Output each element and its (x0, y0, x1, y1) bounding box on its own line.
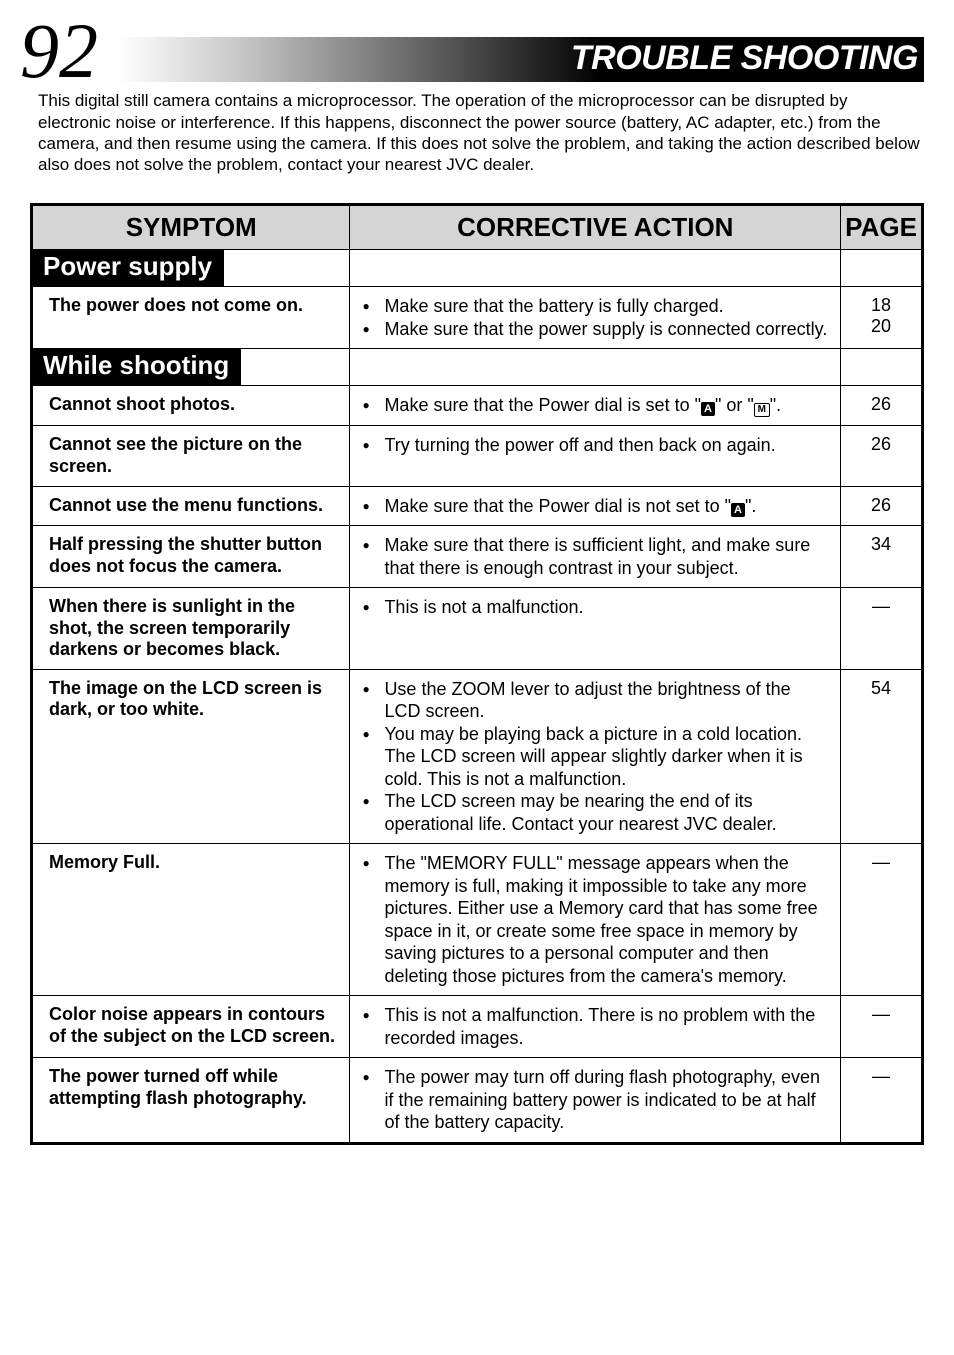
intro-paragraph: This digital still camera contains a mic… (38, 90, 924, 175)
manual-page: 92 TROUBLE SHOOTING This digital still c… (0, 0, 954, 1185)
action-cell: The "MEMORY FULL" message appears when t… (350, 844, 841, 996)
symptom-cell: The power turned off while attempting fl… (33, 1058, 350, 1142)
col-header-symptom: SYMPTOM (33, 206, 350, 250)
action-item: This is not a malfunction. (380, 596, 828, 619)
action-item: Try turning the power off and then back … (380, 434, 828, 457)
action-item: Make sure that the Power dial is not set… (380, 495, 828, 518)
action-item: Make sure that the battery is fully char… (380, 295, 828, 318)
action-cell: Try turning the power off and then back … (350, 426, 841, 486)
action-list: This is not a malfunction. There is no p… (354, 1004, 828, 1049)
section-label: While shooting (33, 348, 241, 385)
symptom-cell: Half pressing the shutter button does no… (33, 526, 350, 588)
table-row: Half pressing the shutter button does no… (33, 526, 921, 588)
table-row: Cannot shoot photos. Make sure that the P… (33, 386, 921, 426)
page-ref-cell: — (841, 588, 921, 670)
action-item: This is not a malfunction. There is no p… (380, 1004, 828, 1049)
action-cell: This is not a malfunction. There is no p… (350, 996, 841, 1058)
action-item: Make sure that there is sufficient light… (380, 534, 828, 579)
page-ref-cell: 18 20 (841, 287, 921, 349)
action-list: The power may turn off during flash phot… (354, 1066, 828, 1134)
page-number: 92 (20, 20, 98, 82)
action-list: Try turning the power off and then back … (354, 434, 828, 457)
section-row: Power supply (33, 250, 921, 287)
col-header-page: PAGE (841, 206, 921, 250)
action-list: Make sure that the Power dial is set to … (354, 394, 828, 417)
table-row: Memory Full.The "MEMORY FULL" message ap… (33, 844, 921, 996)
page-ref-cell: 26 (841, 386, 921, 426)
section-cell: While shooting (33, 349, 350, 386)
action-cell: This is not a malfunction. (350, 588, 841, 670)
action-item: Use the ZOOM lever to adjust the brightn… (380, 678, 828, 723)
table-header-row: SYMPTOM CORRECTIVE ACTION PAGE (33, 206, 921, 250)
page-ref-cell: — (841, 844, 921, 996)
symptom-cell: When there is sunlight in the shot, the … (33, 588, 350, 670)
col-header-action: CORRECTIVE ACTION (350, 206, 841, 250)
action-list: This is not a malfunction. (354, 596, 828, 619)
section-row: While shooting (33, 349, 921, 386)
symptom-cell: Memory Full. (33, 844, 350, 996)
action-list: Make sure that the battery is fully char… (354, 295, 828, 340)
table-row: Cannot use the menu functions. Make sure … (33, 487, 921, 527)
symptom-cell: Color noise appears in contours of the s… (33, 996, 350, 1058)
action-item: You may be playing back a picture in a c… (380, 723, 828, 791)
page-ref-cell: — (841, 1058, 921, 1142)
action-cell: Make sure that there is sufficient light… (350, 526, 841, 588)
table-row: The power turned off while attempting fl… (33, 1058, 921, 1142)
action-cell: Make sure that the battery is fully char… (350, 287, 841, 349)
action-list: Make sure that there is sufficient light… (354, 534, 828, 579)
page-ref-cell: 54 (841, 670, 921, 845)
section-spacer (841, 250, 921, 287)
action-list: Use the ZOOM lever to adjust the brightn… (354, 678, 828, 836)
page-ref-cell: — (841, 996, 921, 1058)
action-item: Make sure that the power supply is conne… (380, 318, 828, 341)
symptom-cell: Cannot see the picture on the screen. (33, 426, 350, 486)
action-item: The "MEMORY FULL" message appears when t… (380, 852, 828, 987)
action-item: Make sure that the Power dial is set to … (380, 394, 828, 417)
page-ref-cell: 26 (841, 487, 921, 527)
action-cell: Make sure that the Power dial is not set… (350, 487, 841, 527)
action-item: The power may turn off during flash phot… (380, 1066, 828, 1134)
section-label: Power supply (33, 249, 224, 286)
action-cell: The power may turn off during flash phot… (350, 1058, 841, 1142)
troubleshooting-table: SYMPTOM CORRECTIVE ACTION PAGE Power sup… (30, 203, 924, 1144)
table-row: Color noise appears in contours of the s… (33, 996, 921, 1058)
symptom-cell: The image on the LCD screen is dark, or … (33, 670, 350, 845)
table-row: The power does not come on. Make sure tha… (33, 287, 921, 349)
section-title-bar: TROUBLE SHOOTING (118, 37, 924, 82)
action-list: Make sure that the Power dial is not set… (354, 495, 828, 518)
symptom-cell: Cannot shoot photos. (33, 386, 350, 426)
symptom-cell: Cannot use the menu functions. (33, 487, 350, 527)
action-item: The LCD screen may be nearing the end of… (380, 790, 828, 835)
section-spacer (841, 349, 921, 386)
page-header: 92 TROUBLE SHOOTING (30, 20, 924, 82)
action-list: The "MEMORY FULL" message appears when t… (354, 852, 828, 987)
table-row: When there is sunlight in the shot, the … (33, 588, 921, 670)
page-ref-cell: 34 (841, 526, 921, 588)
table-row: The image on the LCD screen is dark, or … (33, 670, 921, 845)
section-cell: Power supply (33, 250, 350, 287)
section-spacer (350, 349, 841, 386)
action-cell: Use the ZOOM lever to adjust the brightn… (350, 670, 841, 845)
table-row: Cannot see the picture on the screen. Try… (33, 426, 921, 486)
page-ref-cell: 26 (841, 426, 921, 486)
symptom-cell: The power does not come on. (33, 287, 350, 349)
section-spacer (350, 250, 841, 287)
action-cell: Make sure that the Power dial is set to … (350, 386, 841, 426)
